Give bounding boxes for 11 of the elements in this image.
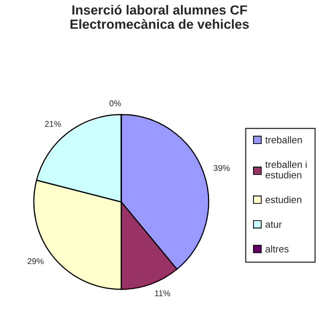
data-label: 21%	[44, 120, 61, 127]
legend-label: atur	[266, 221, 282, 228]
legend-label: treballen i estudien	[265, 160, 307, 178]
text: 0%	[110, 100, 121, 106]
legend-label: estudien	[266, 196, 302, 204]
legend-label: altres	[266, 245, 289, 252]
data-label: 29%	[28, 258, 44, 264]
legend-label: treballen	[265, 136, 302, 144]
data-label: 39%	[214, 165, 230, 171]
data-label: 11%	[155, 290, 170, 296]
chart-title: Inserció laboral alumnes CF Electromecànica de vehicles	[70, 4, 249, 29]
